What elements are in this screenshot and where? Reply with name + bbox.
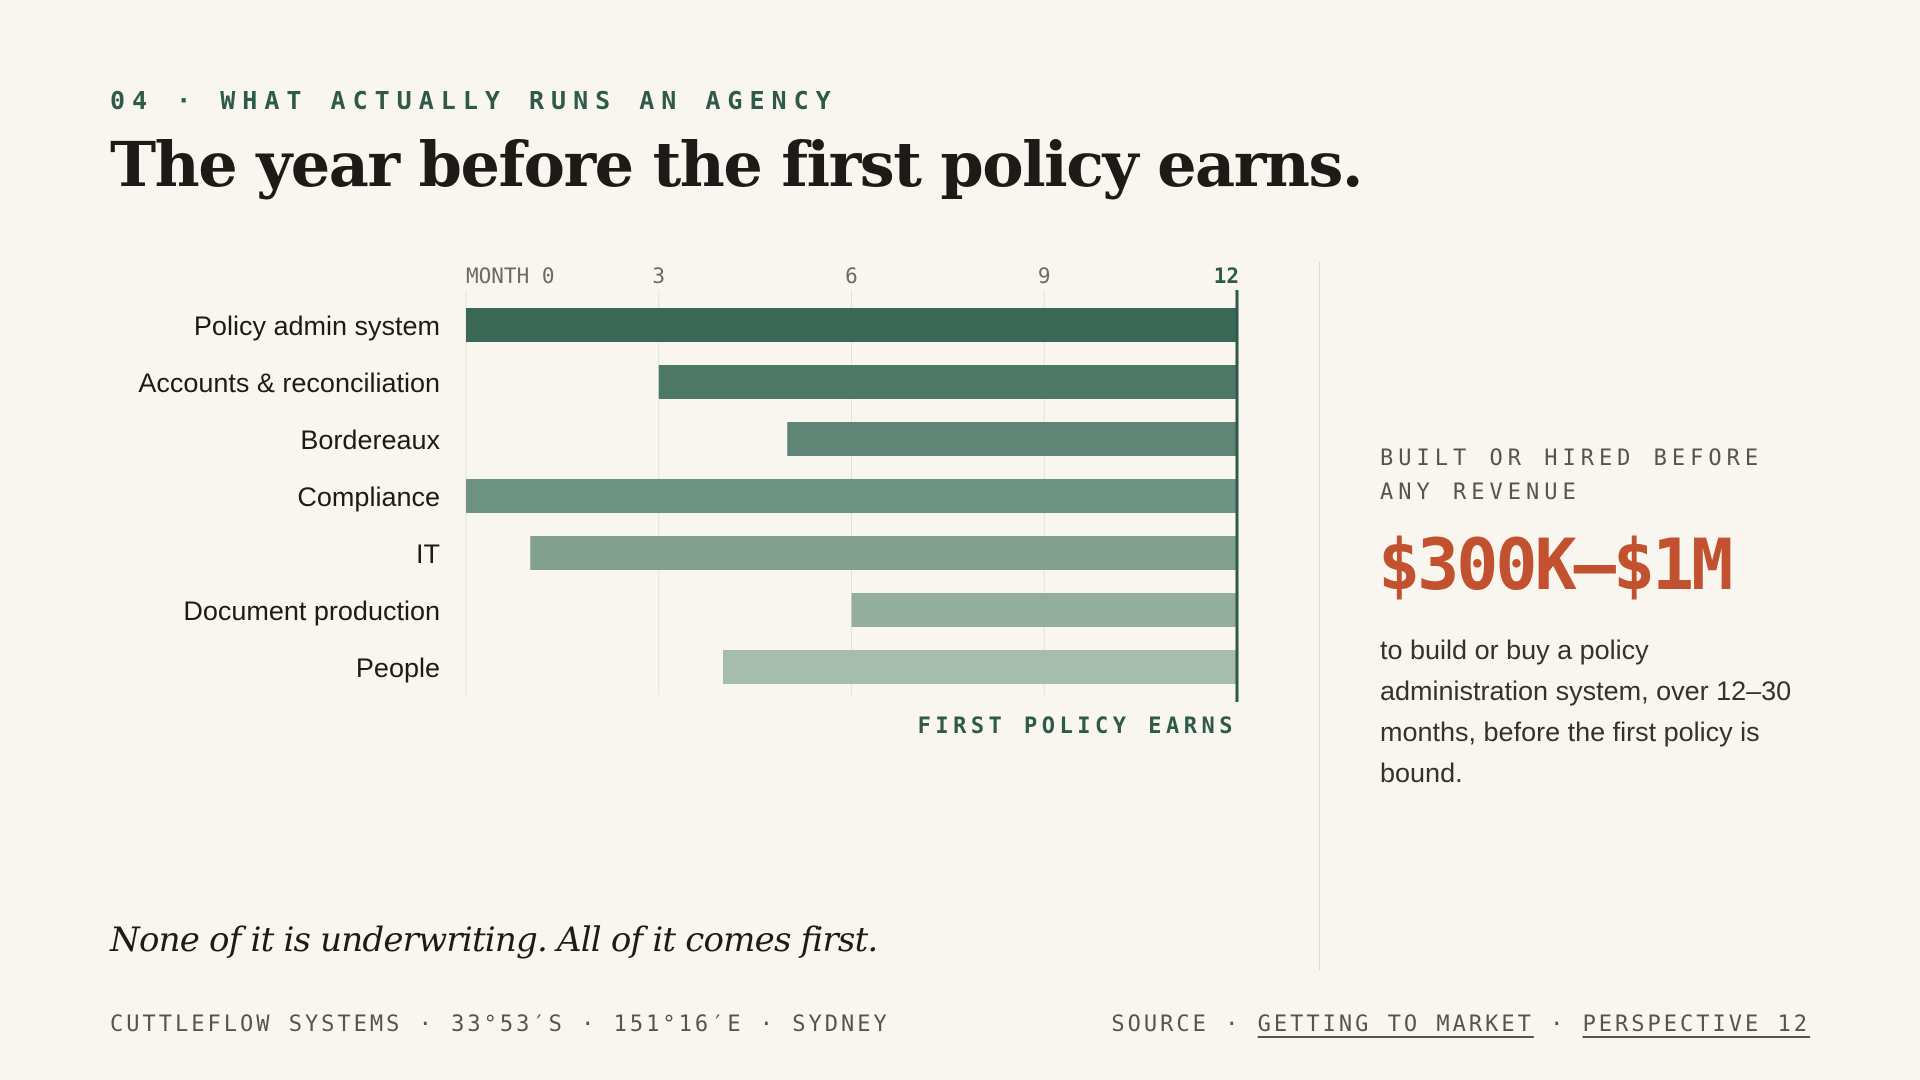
bar	[723, 650, 1237, 684]
footer-source: SOURCE · GETTING TO MARKET · PERSPECTIVE…	[1111, 1012, 1810, 1037]
category-label: IT	[416, 539, 440, 569]
x-tick-label: 9	[1038, 264, 1051, 288]
bar	[530, 536, 1237, 570]
section-eyebrow: 04 · WHAT ACTUALLY RUNS AN AGENCY	[110, 86, 838, 115]
tagline: None of it is underwriting. All of it co…	[110, 920, 878, 960]
stat-description: to build or buy a policy administration …	[1380, 635, 1792, 788]
x-tick-label: 6	[845, 264, 858, 288]
x-tick-label: MONTH 0	[466, 264, 555, 288]
category-label: Bordereaux	[300, 425, 440, 455]
source-prefix: SOURCE ·	[1111, 1012, 1242, 1037]
source-link-getting-to-market[interactable]: GETTING TO MARKET	[1257, 1012, 1534, 1037]
page-title: The year before the first policy earns.	[110, 128, 1363, 201]
source-link-perspective-12[interactable]: PERSPECTIVE 12	[1582, 1012, 1810, 1037]
bar	[787, 422, 1237, 456]
footer-credit: CUTTLEFLOW SYSTEMS · 33°53′S · 151°16′E …	[110, 1012, 890, 1037]
bar	[466, 308, 1237, 342]
bar	[851, 593, 1237, 627]
timeline-chart: MONTH 0 3 6 9 12 Policy admin system Accounts …	[138, 264, 1239, 739]
x-tick-label: 12	[1214, 264, 1239, 288]
category-label: People	[356, 653, 440, 683]
bar	[466, 479, 1237, 513]
stat-caption: BUILT OR HIRED BEFORE ANY REVENUE	[1380, 446, 1764, 505]
x-tick-label: 3	[652, 264, 665, 288]
category-label: Accounts & reconciliation	[138, 368, 440, 398]
category-label: Compliance	[297, 482, 440, 512]
bar	[658, 365, 1237, 399]
column-divider	[1319, 262, 1320, 970]
stat-value: $300K–$1M	[1378, 524, 1733, 606]
category-label: Policy admin system	[194, 311, 440, 341]
marker-label: FIRST POLICY EARNS	[918, 714, 1237, 739]
category-label: Document production	[183, 596, 440, 626]
source-separator: ·	[1550, 1012, 1567, 1037]
